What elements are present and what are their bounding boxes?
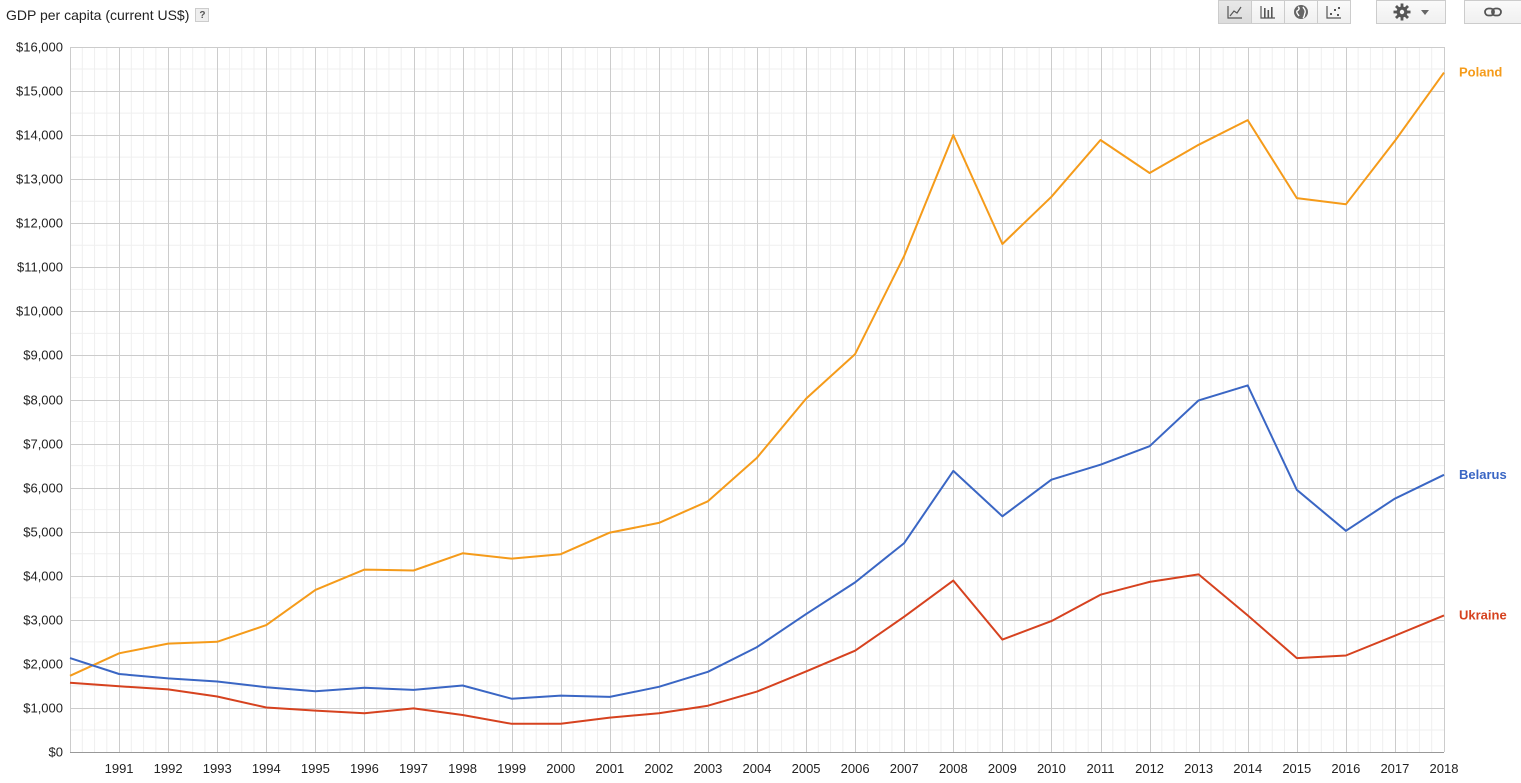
help-button[interactable]: ? [195, 8, 210, 22]
x-tick-label: 1997 [399, 761, 428, 776]
y-tick-label: $9,000 [23, 348, 63, 363]
series-line-belarus[interactable] [69, 384, 1445, 700]
x-tick-label: 2002 [644, 761, 673, 776]
x-tick-label: 1995 [301, 761, 330, 776]
x-tick-label: 1996 [350, 761, 379, 776]
y-tick-label: $10,000 [16, 304, 63, 319]
map-view-button[interactable] [1284, 0, 1318, 24]
gear-icon [1393, 3, 1411, 21]
x-tick-label: 2005 [792, 761, 821, 776]
series-end-labels: Poland Belarus Ukraine [1459, 65, 1507, 623]
y-tick-label: $14,000 [16, 128, 63, 143]
y-tick-label: $12,000 [16, 216, 63, 231]
x-tick-label: 1991 [105, 761, 134, 776]
x-tick-label: 1993 [203, 761, 232, 776]
link-icon [1484, 7, 1502, 17]
chart-title: GDP per capita (current US$) [6, 7, 190, 23]
y-tick-label: $0 [49, 745, 63, 760]
y-tick-label: $15,000 [16, 84, 63, 99]
x-tick-label: 1994 [252, 761, 281, 776]
y-tick-label: $7,000 [23, 437, 63, 452]
x-tick-label: 2001 [595, 761, 624, 776]
series-label-poland: Poland [1459, 65, 1502, 80]
x-tick-label: 2011 [1087, 761, 1115, 776]
x-tick-label: 2014 [1233, 761, 1262, 776]
scatter-chart-button[interactable] [1317, 0, 1351, 24]
y-tick-label: $16,000 [16, 40, 63, 55]
x-tick-label: 2017 [1380, 761, 1409, 776]
x-tick-label: 2008 [939, 761, 968, 776]
scatter-chart-icon [1326, 6, 1341, 19]
chart-header: GDP per capita (current US$) ? [6, 5, 210, 25]
x-tick-label: 2004 [743, 761, 772, 776]
caret-down-icon [1421, 9, 1429, 15]
y-tick-label: $8,000 [23, 393, 63, 408]
y-tick-label: $3,000 [23, 613, 63, 628]
line-chart-icon [1227, 6, 1242, 19]
x-tick-label: 2015 [1282, 761, 1311, 776]
y-tick-label: $1,000 [23, 701, 63, 716]
x-tick-label: 1998 [448, 761, 477, 776]
bar-chart-icon [1260, 6, 1275, 19]
x-tick-label: 2007 [890, 761, 919, 776]
x-tick-label: 2009 [988, 761, 1017, 776]
globe-map-icon [1294, 5, 1308, 19]
x-tick-label: 2013 [1184, 761, 1213, 776]
x-tick-label: 2010 [1037, 761, 1066, 776]
series-line-ukraine[interactable] [69, 573, 1445, 725]
y-tick-label: $6,000 [23, 481, 63, 496]
x-axis-tick-labels: 1991 1992 1993 1994 1995 1996 1997 1998 1999 2000… [105, 761, 1459, 776]
x-tick-label: 2018 [1430, 761, 1459, 776]
x-tick-label: 2006 [841, 761, 870, 776]
y-tick-label: $11,000 [17, 260, 63, 275]
x-tick-label: 2000 [546, 761, 575, 776]
settings-dropdown-button[interactable] [1376, 0, 1446, 24]
x-tick-label: 2012 [1135, 761, 1164, 776]
series-label-ukraine: Ukraine [1459, 607, 1507, 622]
y-tick-label: $13,000 [16, 172, 63, 187]
series-line-poland[interactable] [69, 72, 1445, 677]
x-tick-label: 2003 [693, 761, 722, 776]
share-link-button[interactable] [1464, 0, 1521, 24]
y-axis-tick-labels: $0 $1,000 $2,000 $3,000 $4,000 $5,000 $6,000 $7… [16, 40, 63, 760]
major-gridlines [70, 47, 1445, 753]
chart-type-toolbar [1218, 0, 1351, 24]
bar-chart-button[interactable] [1251, 0, 1285, 24]
y-tick-label: $2,000 [23, 657, 63, 672]
y-tick-label: $5,000 [23, 525, 63, 540]
x-tick-label: 1999 [497, 761, 526, 776]
series-label-belarus: Belarus [1459, 467, 1507, 482]
x-tick-label: 1992 [154, 761, 183, 776]
series-lines [69, 72, 1445, 725]
y-tick-label: $4,000 [23, 569, 63, 584]
x-tick-label: 2016 [1331, 761, 1360, 776]
